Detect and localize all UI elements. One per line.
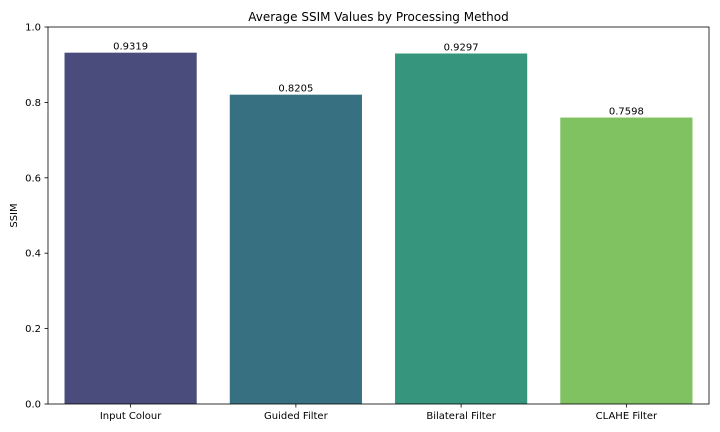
- x-tick-label: Guided Filter: [264, 411, 329, 422]
- bar-guided-filter: [229, 94, 362, 404]
- x-tick-label: CLAHE Filter: [596, 411, 658, 422]
- data-label: 0.8205: [278, 84, 313, 95]
- y-tick-label: 0.8: [25, 98, 41, 109]
- x-tick-label: Input Colour: [100, 411, 162, 422]
- bar-bilateral-filter: [395, 53, 528, 404]
- bar-input-colour: [64, 52, 197, 404]
- data-label: 0.9297: [444, 43, 479, 54]
- x-tick-label: Bilateral Filter: [426, 411, 496, 422]
- y-axis-label: SSIM: [9, 203, 20, 227]
- bar-clahe-filter: [560, 117, 693, 405]
- data-label: 0.9319: [113, 42, 148, 53]
- y-tick-label: 0.2: [25, 324, 41, 335]
- y-tick-label: 1.0: [25, 23, 41, 34]
- plot-frame: [47, 26, 710, 405]
- plot-area: [47, 26, 710, 405]
- y-tick-label: 0.4: [25, 249, 41, 260]
- data-label: 0.7598: [609, 107, 644, 118]
- chart-title: Average SSIM Values by Processing Method: [248, 10, 508, 24]
- y-tick-label: 0.6: [25, 173, 41, 184]
- y-tick-label: 0.0: [25, 400, 41, 411]
